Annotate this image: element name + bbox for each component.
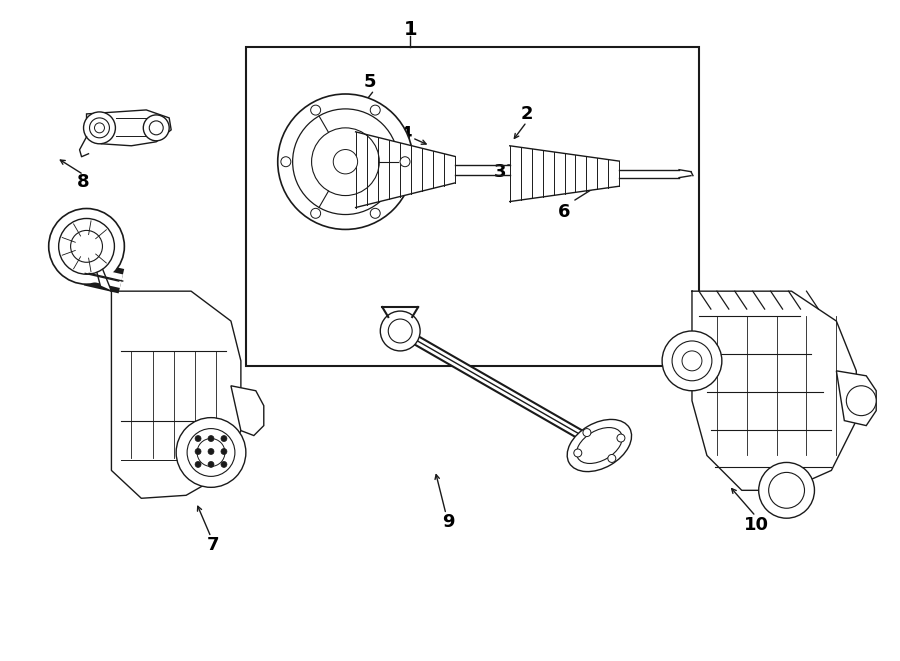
Polygon shape	[356, 132, 455, 208]
Circle shape	[278, 94, 413, 229]
Circle shape	[370, 208, 380, 218]
Circle shape	[574, 449, 581, 457]
Circle shape	[311, 128, 379, 196]
Circle shape	[176, 418, 246, 487]
Polygon shape	[112, 291, 241, 498]
Circle shape	[292, 109, 399, 215]
Circle shape	[221, 436, 227, 442]
Circle shape	[221, 449, 227, 455]
Circle shape	[58, 219, 114, 274]
Text: 1: 1	[403, 20, 417, 39]
Circle shape	[89, 118, 110, 137]
Circle shape	[400, 157, 410, 167]
Polygon shape	[86, 110, 171, 146]
Circle shape	[583, 428, 591, 436]
Circle shape	[388, 319, 412, 343]
Text: 10: 10	[744, 516, 770, 534]
Circle shape	[195, 449, 201, 455]
Ellipse shape	[567, 420, 632, 471]
Text: 7: 7	[207, 536, 220, 554]
Bar	[246, 47, 699, 366]
Circle shape	[49, 208, 124, 284]
Text: 6: 6	[558, 202, 571, 221]
Text: 2: 2	[520, 105, 533, 123]
Circle shape	[310, 105, 320, 115]
Circle shape	[769, 473, 805, 508]
Ellipse shape	[577, 428, 622, 463]
Polygon shape	[692, 291, 856, 490]
Circle shape	[682, 351, 702, 371]
Circle shape	[370, 105, 380, 115]
Circle shape	[846, 386, 877, 416]
Circle shape	[94, 123, 104, 133]
Circle shape	[149, 121, 163, 135]
Circle shape	[310, 208, 320, 218]
Circle shape	[208, 449, 214, 455]
Polygon shape	[836, 371, 877, 426]
Circle shape	[381, 311, 420, 351]
Polygon shape	[231, 386, 264, 436]
Circle shape	[608, 455, 616, 463]
Polygon shape	[94, 263, 112, 291]
Circle shape	[143, 115, 169, 141]
Circle shape	[70, 231, 103, 262]
Text: 5: 5	[364, 73, 376, 91]
Circle shape	[221, 461, 227, 467]
Text: 9: 9	[442, 513, 454, 531]
Circle shape	[195, 461, 201, 467]
Circle shape	[333, 149, 357, 174]
Text: 8: 8	[77, 173, 90, 190]
Circle shape	[662, 331, 722, 391]
Text: 3: 3	[493, 163, 506, 180]
Circle shape	[759, 463, 814, 518]
Circle shape	[616, 434, 625, 442]
Circle shape	[195, 436, 201, 442]
Circle shape	[84, 112, 115, 144]
Polygon shape	[509, 146, 619, 202]
Circle shape	[208, 436, 214, 442]
Circle shape	[672, 341, 712, 381]
Circle shape	[281, 157, 291, 167]
Circle shape	[197, 438, 225, 467]
Circle shape	[187, 428, 235, 477]
Text: 4: 4	[399, 125, 411, 143]
Circle shape	[208, 461, 214, 467]
